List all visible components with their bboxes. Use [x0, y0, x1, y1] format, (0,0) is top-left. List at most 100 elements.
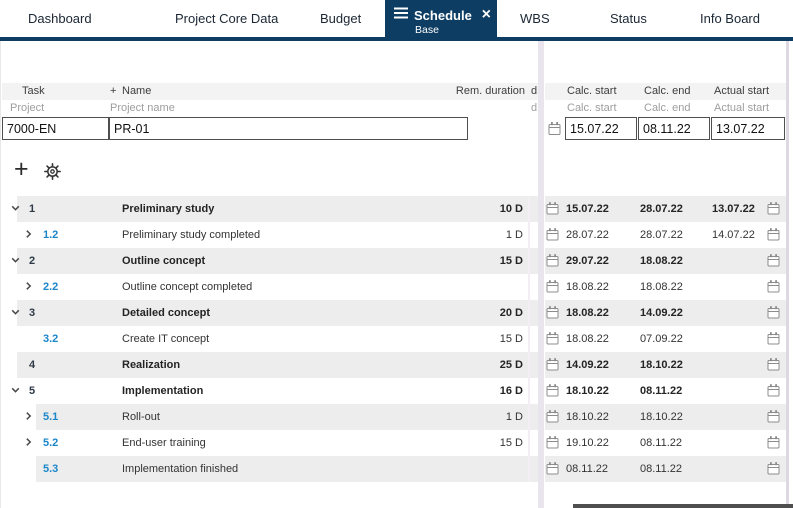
task-row[interactable]: 3 Detailed concept 20 D 18.08.22 14.09.22 — [0, 300, 793, 326]
task-row[interactable]: 5 Implementation 16 D 18.10.22 08.11.22 — [0, 378, 793, 404]
task-name: Preliminary study completed — [122, 229, 261, 241]
calc-start-value: 08.11.22 — [566, 463, 609, 475]
calc-start-value: 18.08.22 — [566, 333, 609, 345]
calendar-icon[interactable] — [767, 456, 780, 480]
chevron-right-icon[interactable] — [23, 430, 34, 464]
tab-budget[interactable]: Budget — [320, 11, 362, 26]
task-row[interactable]: 5.3 Implementation finished 08.11.22 08.11.… — [0, 456, 793, 482]
calendar-icon[interactable] — [546, 274, 559, 298]
row-right-background — [545, 404, 786, 430]
settings-gear-icon[interactable] — [44, 163, 61, 185]
tab-schedule[interactable]: Schedule × Base — [385, 0, 497, 41]
tab-info-board[interactable]: Info Board — [700, 11, 760, 26]
task-row[interactable]: 5.2 End-user training 15 D 19.10.22 08.11.22 — [0, 430, 793, 456]
task-name: Create IT concept — [122, 333, 210, 345]
calendar-icon[interactable] — [546, 300, 559, 324]
project-actual-start-input[interactable] — [711, 117, 785, 140]
calendar-icon[interactable] — [767, 248, 780, 272]
add-task-button[interactable]: + — [14, 155, 29, 183]
chevron-down-icon[interactable] — [10, 300, 21, 334]
chevron-down-icon[interactable] — [10, 248, 21, 282]
calc-end-value: 08.11.22 — [640, 437, 683, 449]
col-header-name: Name — [122, 85, 152, 97]
row-left-background — [17, 196, 538, 222]
task-row[interactable]: 5.1 Roll-out 1 D 18.10.22 18.10.22 — [0, 404, 793, 430]
subheader-project-name: Project name — [110, 102, 175, 114]
calendar-icon[interactable] — [546, 404, 559, 428]
calendar-icon[interactable] — [767, 300, 780, 324]
project-name-input[interactable] — [109, 117, 468, 140]
calendar-icon[interactable] — [767, 196, 780, 220]
project-calc-start-input[interactable] — [565, 117, 637, 140]
close-icon[interactable]: × — [481, 6, 491, 23]
task-name: Implementation finished — [122, 463, 239, 475]
calendar-icon[interactable] — [767, 352, 780, 376]
chevron-right-icon[interactable] — [23, 274, 34, 308]
calendar-icon[interactable] — [767, 430, 780, 454]
task-row[interactable]: 1.2 Preliminary study completed 1 D 28.07.2… — [0, 222, 793, 248]
task-number: 5.2 — [43, 437, 59, 449]
chevron-right-icon[interactable] — [23, 404, 34, 438]
chevron-right-icon[interactable] — [23, 222, 34, 256]
calc-start-value: 18.08.22 — [566, 307, 609, 319]
calc-start-value: 19.10.22 — [566, 437, 609, 449]
clipped-column-header: d — [531, 85, 538, 97]
calc-start-value: 29.07.22 — [566, 255, 609, 267]
add-column-button[interactable]: + — [110, 85, 117, 97]
task-name: Outline concept — [122, 255, 206, 267]
calendar-icon[interactable] — [767, 326, 780, 350]
task-number: 1.2 — [43, 229, 59, 241]
calendar-icon[interactable] — [546, 430, 559, 454]
menu-icon[interactable] — [394, 6, 408, 24]
row-left-background — [17, 248, 538, 274]
tab-project-core-data[interactable]: Project Core Data — [175, 11, 279, 26]
calendar-icon[interactable] — [548, 121, 561, 136]
task-number: 5.1 — [43, 411, 59, 423]
task-row[interactable]: 2.2 Outline concept completed 18.08.22 18.0… — [0, 274, 793, 300]
task-duration: 15 D — [499, 255, 523, 267]
calendar-icon[interactable] — [546, 378, 559, 402]
calendar-icon[interactable] — [767, 404, 780, 428]
tab-status[interactable]: Status — [610, 11, 647, 26]
grid-splitter[interactable] — [538, 41, 544, 508]
calendar-icon[interactable] — [546, 352, 559, 376]
task-number: 2 — [29, 255, 36, 267]
task-row[interactable]: 4 Realization 25 D 14.09.22 18.10.22 — [0, 352, 793, 378]
calendar-icon[interactable] — [546, 456, 559, 480]
tab-wbs[interactable]: WBS — [520, 11, 550, 26]
calendar-icon[interactable] — [546, 196, 559, 220]
chevron-down-icon[interactable] — [10, 196, 21, 230]
task-duration: 20 D — [499, 307, 523, 319]
horizontal-scrollbar[interactable] — [573, 504, 793, 508]
task-number: 5.3 — [43, 463, 59, 475]
project-calc-end-input[interactable] — [638, 117, 710, 140]
calendar-icon[interactable] — [546, 222, 559, 246]
chevron-down-icon[interactable] — [10, 378, 21, 412]
calc-start-value: 18.10.22 — [566, 385, 609, 397]
calendar-icon[interactable] — [767, 378, 780, 402]
row-right-background — [545, 300, 786, 326]
task-row[interactable]: 1 Preliminary study 10 D 15.07.22 28.07.22 13… — [0, 196, 793, 222]
calendar-icon[interactable] — [767, 222, 780, 246]
task-row[interactable]: 2 Outline concept 15 D 29.07.22 18.08.22 — [0, 248, 793, 274]
task-duration: 15 D — [499, 333, 523, 345]
calc-start-value: 18.08.22 — [566, 281, 609, 293]
task-number: 3.2 — [43, 333, 59, 345]
tab-dashboard[interactable]: Dashboard — [28, 11, 92, 26]
col-header-actual-start: Actual start — [714, 85, 770, 97]
right-edge-splitter[interactable] — [786, 41, 789, 508]
project-id-input[interactable] — [2, 117, 109, 140]
calendar-icon[interactable] — [546, 248, 559, 272]
actual-start-value: 13.07.22 — [712, 203, 755, 215]
task-name: Outline concept completed — [122, 281, 253, 293]
col-header-calc-start: Calc. start — [567, 85, 617, 97]
task-row[interactable]: 3.2 Create IT concept 15 D 18.08.22 07.09.22 — [0, 326, 793, 352]
row-left-background — [17, 300, 538, 326]
left-grid-subheader: Project Project name d — [2, 100, 538, 117]
calc-end-value: 18.08.22 — [640, 281, 683, 293]
row-left-background — [36, 404, 538, 430]
left-edge-line — [0, 41, 1, 508]
calendar-icon[interactable] — [767, 274, 780, 298]
calendar-icon[interactable] — [546, 326, 559, 350]
